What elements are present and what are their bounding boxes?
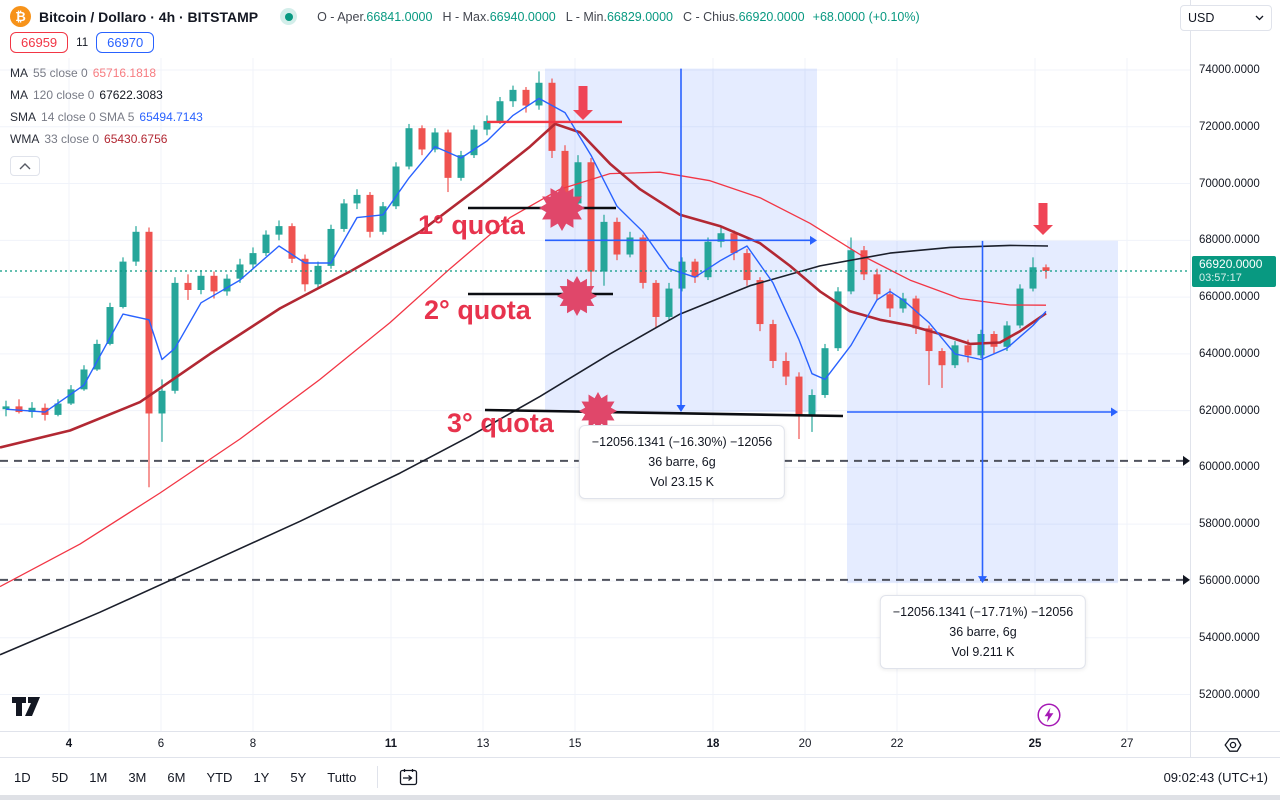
measure-delta: −12056.1341 (−16.30%) −12056 (591, 435, 773, 449)
measure-delta: −12056.1341 (−17.71%) −12056 (892, 605, 1074, 619)
axis-separator (1190, 732, 1191, 758)
burst-marker (539, 185, 585, 231)
currency-dropdown[interactable]: USD (1180, 5, 1272, 31)
measure-bars: 36 barre, 6g (648, 455, 716, 469)
bitcoin-logo-icon: ₿ (10, 6, 31, 27)
time-tick: 6 (157, 738, 165, 750)
ohlc-item: L - Min.66829.0000 (565, 9, 674, 24)
burst-marker (579, 392, 617, 430)
measure-tooltip-2: −12056.1341 (−17.71%) −12056 36 barre, 6… (879, 595, 1087, 669)
quota-label-3: 3° quota (447, 408, 554, 438)
time-tick: 18 (706, 738, 720, 750)
price-tick: 72000.0000 (1199, 120, 1260, 133)
sell-button[interactable]: 66959 (10, 32, 69, 53)
market-open-status-icon[interactable] (280, 8, 298, 25)
indicator-row-ma-55[interactable]: MA 55 close 0 65716.1818 (10, 66, 157, 80)
indicator-legend: MA 55 close 0 65716.1818 MA 120 close 0 6… (10, 62, 203, 176)
ohlc-values: O - Aper.66841.0000 H - Max.66940.0000 L -… (317, 10, 805, 24)
current-price-label: 66920.0000 03:57:17 (1192, 255, 1276, 287)
window-bottom-strip (0, 795, 1280, 800)
symbol-title[interactable]: Bitcoin / Dollaro · 4h · BITSTAMP (39, 8, 259, 25)
legend-collapse-button[interactable] (10, 156, 40, 176)
time-tick: 22 (890, 738, 904, 750)
time-tick: 13 (476, 738, 490, 750)
current-price-value: 66920.0000 (1199, 256, 1263, 271)
time-tick: 27 (1120, 738, 1134, 750)
buy-button[interactable]: 66970 (96, 32, 155, 53)
clock[interactable]: 09:02:43 (UTC+1) (1163, 769, 1268, 785)
price-tick: 70000.0000 (1199, 177, 1260, 190)
time-tick: 20 (798, 738, 812, 750)
axis-settings-gear-icon[interactable] (1223, 735, 1243, 755)
price-tick: 56000.0000 (1199, 574, 1260, 587)
time-tick: 25 (1028, 738, 1042, 750)
price-tick: 52000.0000 (1199, 688, 1260, 701)
price-tick: 62000.0000 (1199, 404, 1260, 417)
quota-label-1: 1° quota (418, 210, 525, 240)
range-button-5y[interactable]: 5Y (290, 769, 307, 785)
toolbar-divider (377, 766, 379, 788)
price-change: +68.0000 (+0.10%) (812, 9, 920, 24)
range-button-1d[interactable]: 1D (14, 769, 31, 785)
time-axis[interactable]: 4 6 8 11 13 15 18 20 22 25 27 (0, 731, 1280, 758)
measure-tooltip-1: −12056.1341 (−16.30%) −12056 36 barre, 6… (578, 425, 786, 499)
indicator-row-sma-14[interactable]: SMA 14 close 0 SMA 5 65494.7143 (10, 110, 203, 124)
time-tick: 15 (568, 738, 582, 750)
bottom-toolbar: 1D 5D 1M 3M 6M YTD 1Y 5Y Tutto 09:02:43 (UTC+1) (0, 757, 1280, 796)
chevron-down-icon (1255, 15, 1264, 21)
measure-volume: Vol 9.211 K (951, 645, 1015, 659)
range-button-6m[interactable]: 6M (167, 769, 186, 785)
down-arrow-marker (573, 86, 593, 120)
price-tick: 64000.0000 (1199, 347, 1260, 360)
chevron-up-icon (19, 162, 31, 169)
range-button-5d[interactable]: 5D (51, 769, 69, 785)
price-axis[interactable]: 74000.0000 72000.0000 70000.0000 68000.0000… (1190, 0, 1280, 731)
candlestick-chart[interactable] (0, 0, 1190, 731)
price-tick: 66000.0000 (1199, 291, 1260, 304)
lightning-icon[interactable] (1036, 702, 1062, 728)
indicator-row-wma-33[interactable]: WMA 33 close 0 65430.6756 (10, 132, 168, 146)
measure-volume: Vol 23.15 K (650, 475, 714, 489)
burst-marker (557, 276, 597, 316)
time-tick: 4 (65, 738, 73, 750)
range-button-tutto[interactable]: Tutto (327, 769, 357, 785)
down-arrow-marker (1033, 203, 1053, 235)
tradingview-logo[interactable] (12, 697, 46, 717)
range-button-ytd[interactable]: YTD (206, 769, 233, 785)
time-tick: 11 (384, 738, 398, 750)
price-tick: 68000.0000 (1199, 234, 1260, 247)
chart-area[interactable]: 1° quota 2° quota 3° quota −12056.1341 (−1… (0, 0, 1190, 731)
currency-value: USD (1188, 11, 1215, 25)
bar-countdown: 03:57:17 (1199, 271, 1242, 284)
time-tick: 8 (249, 738, 257, 750)
quota-label-2: 2° quota (424, 295, 531, 325)
ohlc-item: O - Aper.66841.0000 (317, 9, 433, 24)
spread-value: 11 (76, 36, 89, 49)
ohlc-item: H - Max.66940.0000 (442, 9, 556, 24)
range-button-3m[interactable]: 3M (128, 769, 147, 785)
price-tick: 54000.0000 (1199, 631, 1260, 644)
price-tick: 58000.0000 (1199, 518, 1260, 531)
range-button-1m[interactable]: 1M (89, 769, 108, 785)
range-button-1y[interactable]: 1Y (253, 769, 270, 785)
ohlc-item: C - Chius.66920.0000 (683, 9, 805, 24)
price-tick: 60000.0000 (1199, 461, 1260, 474)
indicator-row-ma-120[interactable]: MA 120 close 0 67622.3083 (10, 88, 163, 102)
measure-bars: 36 barre, 6g (949, 625, 1017, 639)
goto-date-icon[interactable] (399, 768, 418, 787)
price-tick: 74000.0000 (1199, 64, 1260, 76)
chart-header: ₿ Bitcoin / Dollaro · 4h · BITSTAMP O - … (0, 0, 1280, 58)
